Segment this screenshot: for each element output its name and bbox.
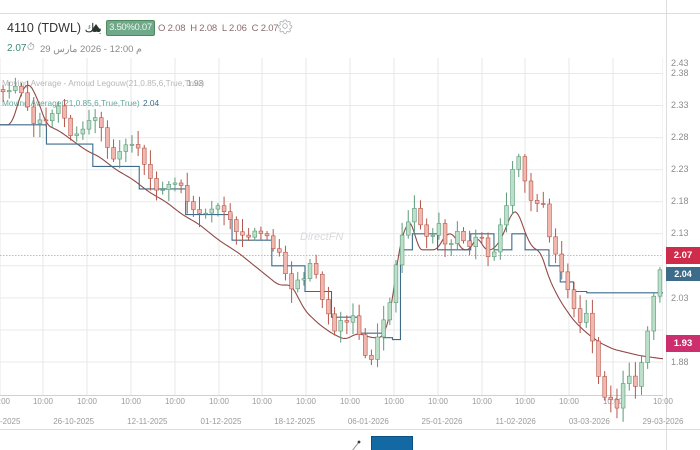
svg-text:DirectFN: DirectFN <box>300 231 343 243</box>
svg-text:Moving Average(21,0.85,6,True,: Moving Average(21,0.85,6,True,True) <box>2 98 140 108</box>
svg-text:2.04: 2.04 <box>143 98 160 108</box>
svg-text:Moving Average - Amoud Legouw(: Moving Average - Amoud Legouw(21,0.85,6,… <box>2 78 204 88</box>
svg-text:1.93: 1.93 <box>187 78 204 88</box>
